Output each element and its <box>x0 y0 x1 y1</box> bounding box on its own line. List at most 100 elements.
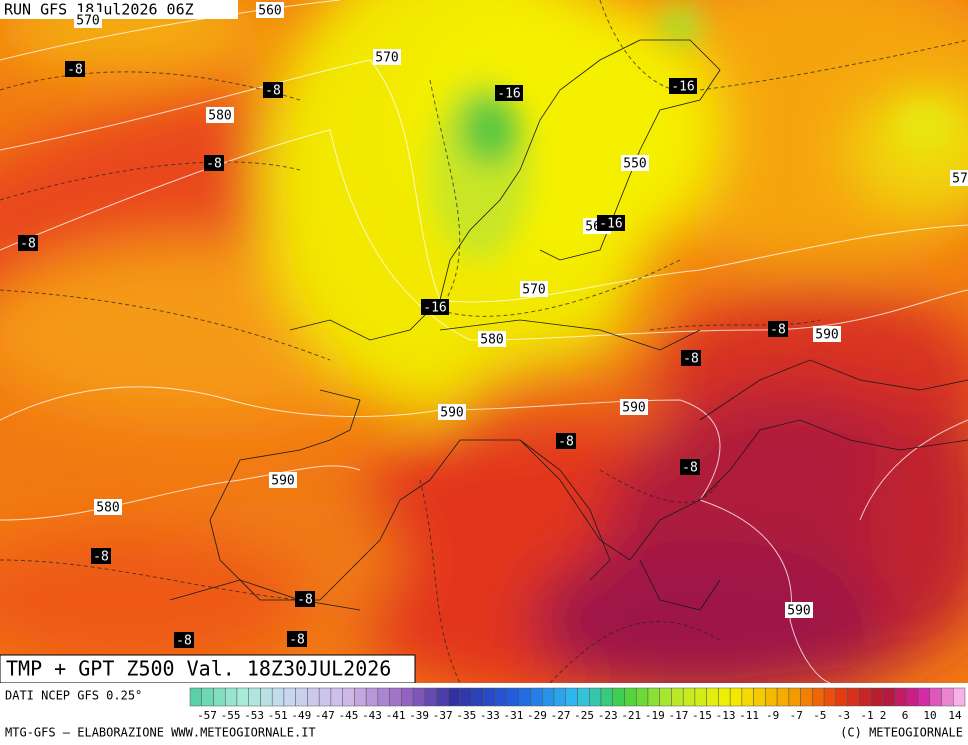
positive-label-box <box>74 12 102 28</box>
colorbar-swatch <box>448 687 461 707</box>
contour-label: -8 <box>206 157 222 172</box>
colorbar-label: -55 <box>221 709 241 722</box>
negative-label-box <box>669 78 697 94</box>
contour-label: -8 <box>93 550 109 565</box>
colorbar-label: -11 <box>739 709 759 722</box>
colorbar-label: -57 <box>197 709 217 722</box>
negative-label-box <box>495 85 523 101</box>
colorbar-swatch <box>753 687 766 707</box>
colorbar-swatch <box>729 687 743 707</box>
colorbar-swatch <box>377 687 390 707</box>
colorbar-swatch <box>612 687 625 707</box>
contour-label: 580 <box>208 109 231 124</box>
colorbar-swatch <box>283 687 296 707</box>
colorbar-swatch <box>189 687 202 707</box>
negative-label-box <box>91 548 111 564</box>
negative-label-box <box>680 459 700 475</box>
colorbar-swatch <box>741 687 754 707</box>
colorbar-swatch <box>929 687 942 707</box>
colorbar-swatch <box>471 687 484 707</box>
colorbar-swatch <box>859 687 872 707</box>
contour-label: -16 <box>599 217 622 232</box>
colorbar-label: -37 <box>433 709 453 722</box>
contour-label: -16 <box>423 301 446 316</box>
colorbar-swatch <box>389 687 402 707</box>
contour-label: 570 <box>375 51 398 66</box>
contour-label: 560 <box>258 4 281 19</box>
colorbar-label: -31 <box>503 709 523 722</box>
run-label: RUN GFS 18Jul2026 06Z <box>4 1 194 19</box>
colorbar-swatch <box>436 687 449 707</box>
contour-label: 580 <box>96 501 119 516</box>
colorbar-swatch <box>624 687 637 707</box>
positive-label-box <box>373 49 401 65</box>
colorbar-swatch <box>847 687 860 707</box>
colorbar-swatch <box>718 687 731 707</box>
colorbar-swatch <box>342 687 355 707</box>
negative-label-box <box>204 155 224 171</box>
colorbar-label: -13 <box>716 709 736 722</box>
colorbar-swatch <box>682 687 696 707</box>
colorbar-swatch <box>224 687 238 707</box>
contour-label: -8 <box>297 593 313 608</box>
colorbar-swatch <box>694 687 707 707</box>
colorbar-swatch <box>835 687 848 707</box>
colorbar-label: -39 <box>409 709 429 722</box>
negative-label-box <box>421 299 449 315</box>
colorbar-swatch <box>530 687 543 707</box>
colorbar-swatch <box>565 687 578 707</box>
data-source: DATI NCEP GFS 0.25° <box>5 689 142 703</box>
colorbar-swatch <box>318 687 332 707</box>
copyright: (C) METEOGIORNALE <box>840 726 963 740</box>
negative-label-box <box>65 61 85 77</box>
positive-label-box <box>621 155 649 171</box>
positive-label-box <box>813 326 841 342</box>
colorbar-swatch <box>518 687 531 707</box>
positive-label-box <box>520 281 548 297</box>
colorbar-swatch <box>671 687 684 707</box>
contour-label: 570 <box>76 14 99 29</box>
colorbar-label: -15 <box>692 709 712 722</box>
colorbar-label: -45 <box>338 709 358 722</box>
colorbar-swatch <box>894 687 907 707</box>
contour-label: 550 <box>623 157 646 172</box>
positive-label-box <box>256 2 284 18</box>
colorbar-label: -23 <box>598 709 618 722</box>
colorbar-swatch <box>271 687 285 707</box>
colorbar-swatch <box>553 687 567 707</box>
colorbar-swatch <box>495 687 508 707</box>
contour-label: -8 <box>558 435 574 450</box>
colorbar-swatch <box>295 687 308 707</box>
colorbar-swatch <box>659 687 672 707</box>
colorbar-swatch <box>953 687 966 707</box>
contour-label: -8 <box>265 84 281 99</box>
colorbar-label: -35 <box>456 709 476 722</box>
colorbar-swatch <box>213 687 226 707</box>
colorbar-label: -47 <box>315 709 335 722</box>
contour-label: -8 <box>770 323 786 338</box>
positive-label-box <box>206 107 234 123</box>
colorbar-label: -9 <box>766 709 779 722</box>
contour-label: 590 <box>787 604 810 619</box>
contour-label: 570 <box>522 283 545 298</box>
colorbar-swatch <box>248 687 261 707</box>
positive-label-box <box>785 602 813 618</box>
colorbar-swatch <box>812 687 825 707</box>
colorbar-swatch <box>201 687 214 707</box>
contour-label: -8 <box>67 63 83 78</box>
contour-label: -8 <box>682 461 698 476</box>
colorbar-label: 6 <box>902 709 909 722</box>
map-title: TMP + GPT Z500 Val. 18Z30JUL2026 <box>6 657 391 681</box>
contour-label: 580 <box>480 333 503 348</box>
colorbar-label: 10 <box>923 709 936 722</box>
colorbar-swatch <box>459 687 473 707</box>
positive-label-box <box>94 499 122 515</box>
colorbar-swatch <box>800 687 813 707</box>
colorbar-swatch <box>600 687 613 707</box>
colorbar-swatch <box>823 687 837 707</box>
positive-label-box <box>438 404 466 420</box>
colorbar-swatch <box>870 687 884 707</box>
contour-label: -16 <box>497 87 520 102</box>
colorbar-swatch <box>917 687 931 707</box>
colorbar-swatch <box>941 687 954 707</box>
